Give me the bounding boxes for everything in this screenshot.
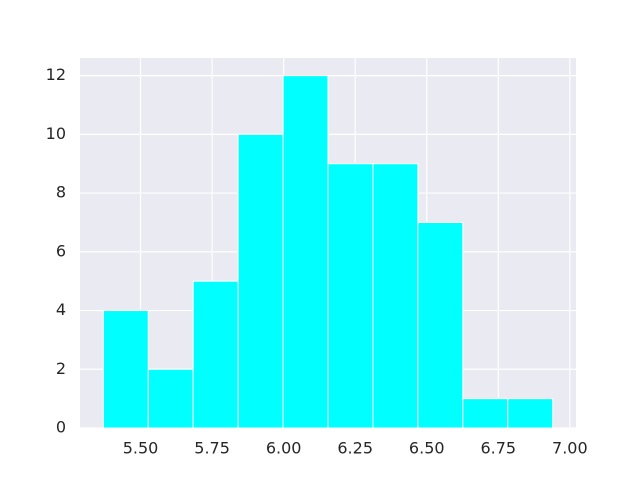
x-tick-label: 6.00 (266, 439, 302, 458)
bar (327, 163, 374, 429)
x-tick-label: 5.75 (194, 439, 230, 458)
x-tick-label: 7.00 (552, 439, 588, 458)
x-tick-label: 6.75 (480, 439, 516, 458)
bar (237, 133, 284, 429)
y-tick-label: 6 (56, 241, 66, 260)
x-tick-label: 6.25 (337, 439, 373, 458)
bar (102, 310, 149, 429)
y-tick-label: 4 (56, 300, 66, 319)
y-tick-label: 8 (56, 183, 66, 202)
x-tick-label: 6.50 (409, 439, 445, 458)
bar (147, 368, 194, 429)
bar (282, 75, 329, 429)
y-tick-label: 12 (46, 65, 66, 84)
x-tick-label: 5.50 (123, 439, 159, 458)
bar (507, 398, 554, 429)
y-tick-label: 10 (46, 124, 66, 143)
y-tick-label: 2 (56, 359, 66, 378)
bar (372, 163, 419, 429)
bar (417, 221, 464, 429)
bar (192, 280, 239, 429)
y-tick-label: 0 (56, 418, 66, 437)
bar (462, 398, 509, 429)
